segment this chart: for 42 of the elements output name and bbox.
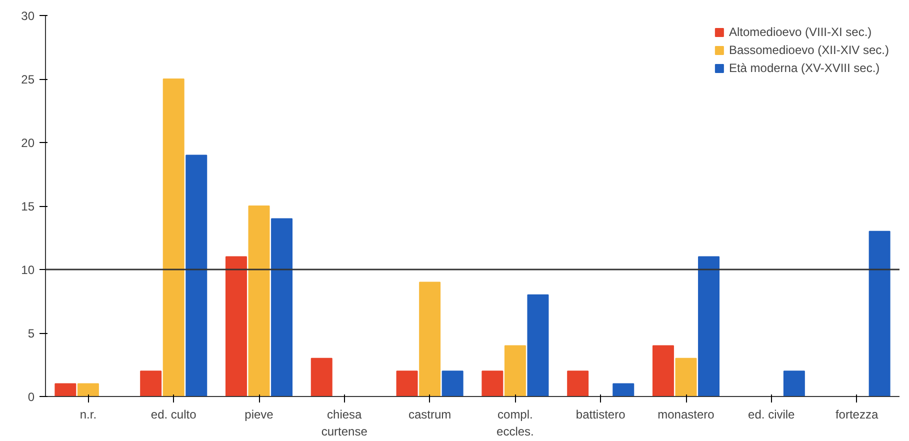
bar bbox=[396, 370, 418, 396]
x-tick-label: fortezza bbox=[835, 408, 878, 422]
bar bbox=[504, 345, 526, 396]
bar bbox=[652, 345, 674, 396]
x-tick-label: castrum bbox=[408, 408, 452, 422]
x-tick-label: chiesa curtense bbox=[321, 408, 368, 438]
x-tick-label: ed. civile bbox=[748, 408, 796, 422]
legend-label: Bassomedioevo (XII-XIV sec.) bbox=[728, 43, 889, 57]
y-tick-label: 0 bbox=[28, 390, 35, 404]
bar bbox=[868, 230, 890, 396]
bar bbox=[675, 358, 697, 396]
y-tick-label: 30 bbox=[21, 9, 35, 23]
bar bbox=[612, 383, 634, 396]
x-tick-label: compl. eccles. bbox=[496, 408, 534, 438]
legend-label: Età moderna (XV-XVIII sec.) bbox=[728, 61, 880, 75]
bar bbox=[482, 370, 504, 396]
bar bbox=[225, 256, 247, 396]
bar bbox=[162, 78, 184, 396]
bar bbox=[567, 370, 589, 396]
bar bbox=[419, 282, 441, 396]
bar bbox=[77, 383, 99, 396]
bar bbox=[186, 154, 208, 396]
bar bbox=[54, 383, 76, 396]
bar bbox=[140, 370, 162, 396]
x-tick-label: pieve bbox=[244, 408, 274, 422]
bar bbox=[783, 370, 805, 396]
bar bbox=[248, 206, 270, 396]
bar bbox=[271, 218, 293, 396]
bar bbox=[310, 358, 332, 396]
y-tick-label: 15 bbox=[21, 200, 35, 214]
y-tick-label: 20 bbox=[21, 136, 35, 150]
y-tick-label: 5 bbox=[28, 326, 35, 340]
bar bbox=[442, 370, 464, 396]
x-tick-label: ed. culto bbox=[150, 408, 197, 422]
bar bbox=[527, 294, 549, 396]
y-tick-label: 25 bbox=[21, 72, 35, 86]
legend-label: Altomedioevo (VIII-XI sec.) bbox=[728, 25, 872, 39]
y-tick-label: 10 bbox=[21, 263, 35, 277]
x-tick-label: n.r. bbox=[80, 408, 97, 422]
bar bbox=[698, 256, 720, 396]
x-tick-label: battistero bbox=[576, 408, 626, 422]
x-tick-label: monastero bbox=[658, 408, 715, 422]
